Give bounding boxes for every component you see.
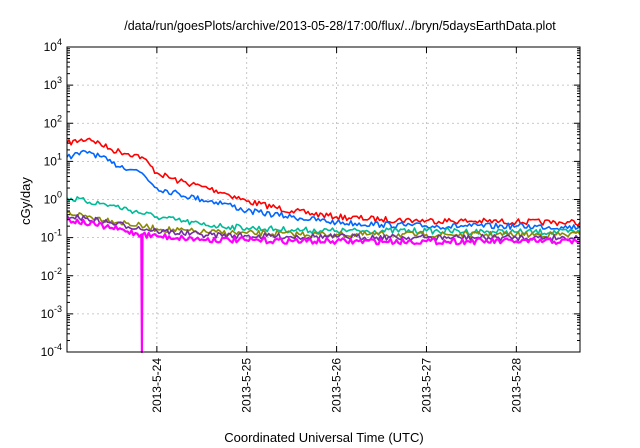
x-axis-title: Coordinated Universal Time (UTC) (224, 430, 423, 445)
y-tick-label: 10-2 (41, 266, 62, 283)
y-tick-label: 104 (44, 37, 62, 54)
y-tick-label: 101 (44, 151, 62, 168)
series-line (66, 137, 581, 227)
series-line (66, 218, 581, 354)
series-line (66, 196, 581, 236)
y-tick-labels: 10-4 10-3 10-2 10-1 100 101 102 103 104 (41, 37, 62, 359)
x-tick-label: 2013-5-25 (240, 358, 254, 413)
x-tick-labels: 2013-5-24 2013-5-25 2013-5-26 2013-5-27 2013… (150, 358, 523, 413)
x-tick-label: 2013-5-24 (150, 358, 164, 413)
y-tick-label: 10-1 (41, 228, 62, 245)
y-axis-title: cGy/day (18, 177, 33, 225)
y-tick-label: 103 (44, 75, 62, 92)
series-line (66, 149, 581, 231)
y-tick-label: 102 (44, 113, 62, 130)
series-lines (66, 137, 581, 354)
series-line (66, 213, 581, 242)
x-tick-label: 2013-5-28 (509, 358, 523, 413)
grid (67, 47, 580, 352)
y-tick-label: 10-4 (41, 342, 62, 359)
y-tick-label: 100 (44, 190, 62, 207)
x-tick-label: 2013-5-27 (419, 358, 433, 413)
y-tick-label: 10-3 (41, 304, 62, 321)
axis-ticks (67, 46, 580, 353)
x-tick-label: 2013-5-26 (330, 358, 344, 413)
chart-title: /data/run/goesPlots/archive/2013-05-28/1… (124, 19, 556, 33)
